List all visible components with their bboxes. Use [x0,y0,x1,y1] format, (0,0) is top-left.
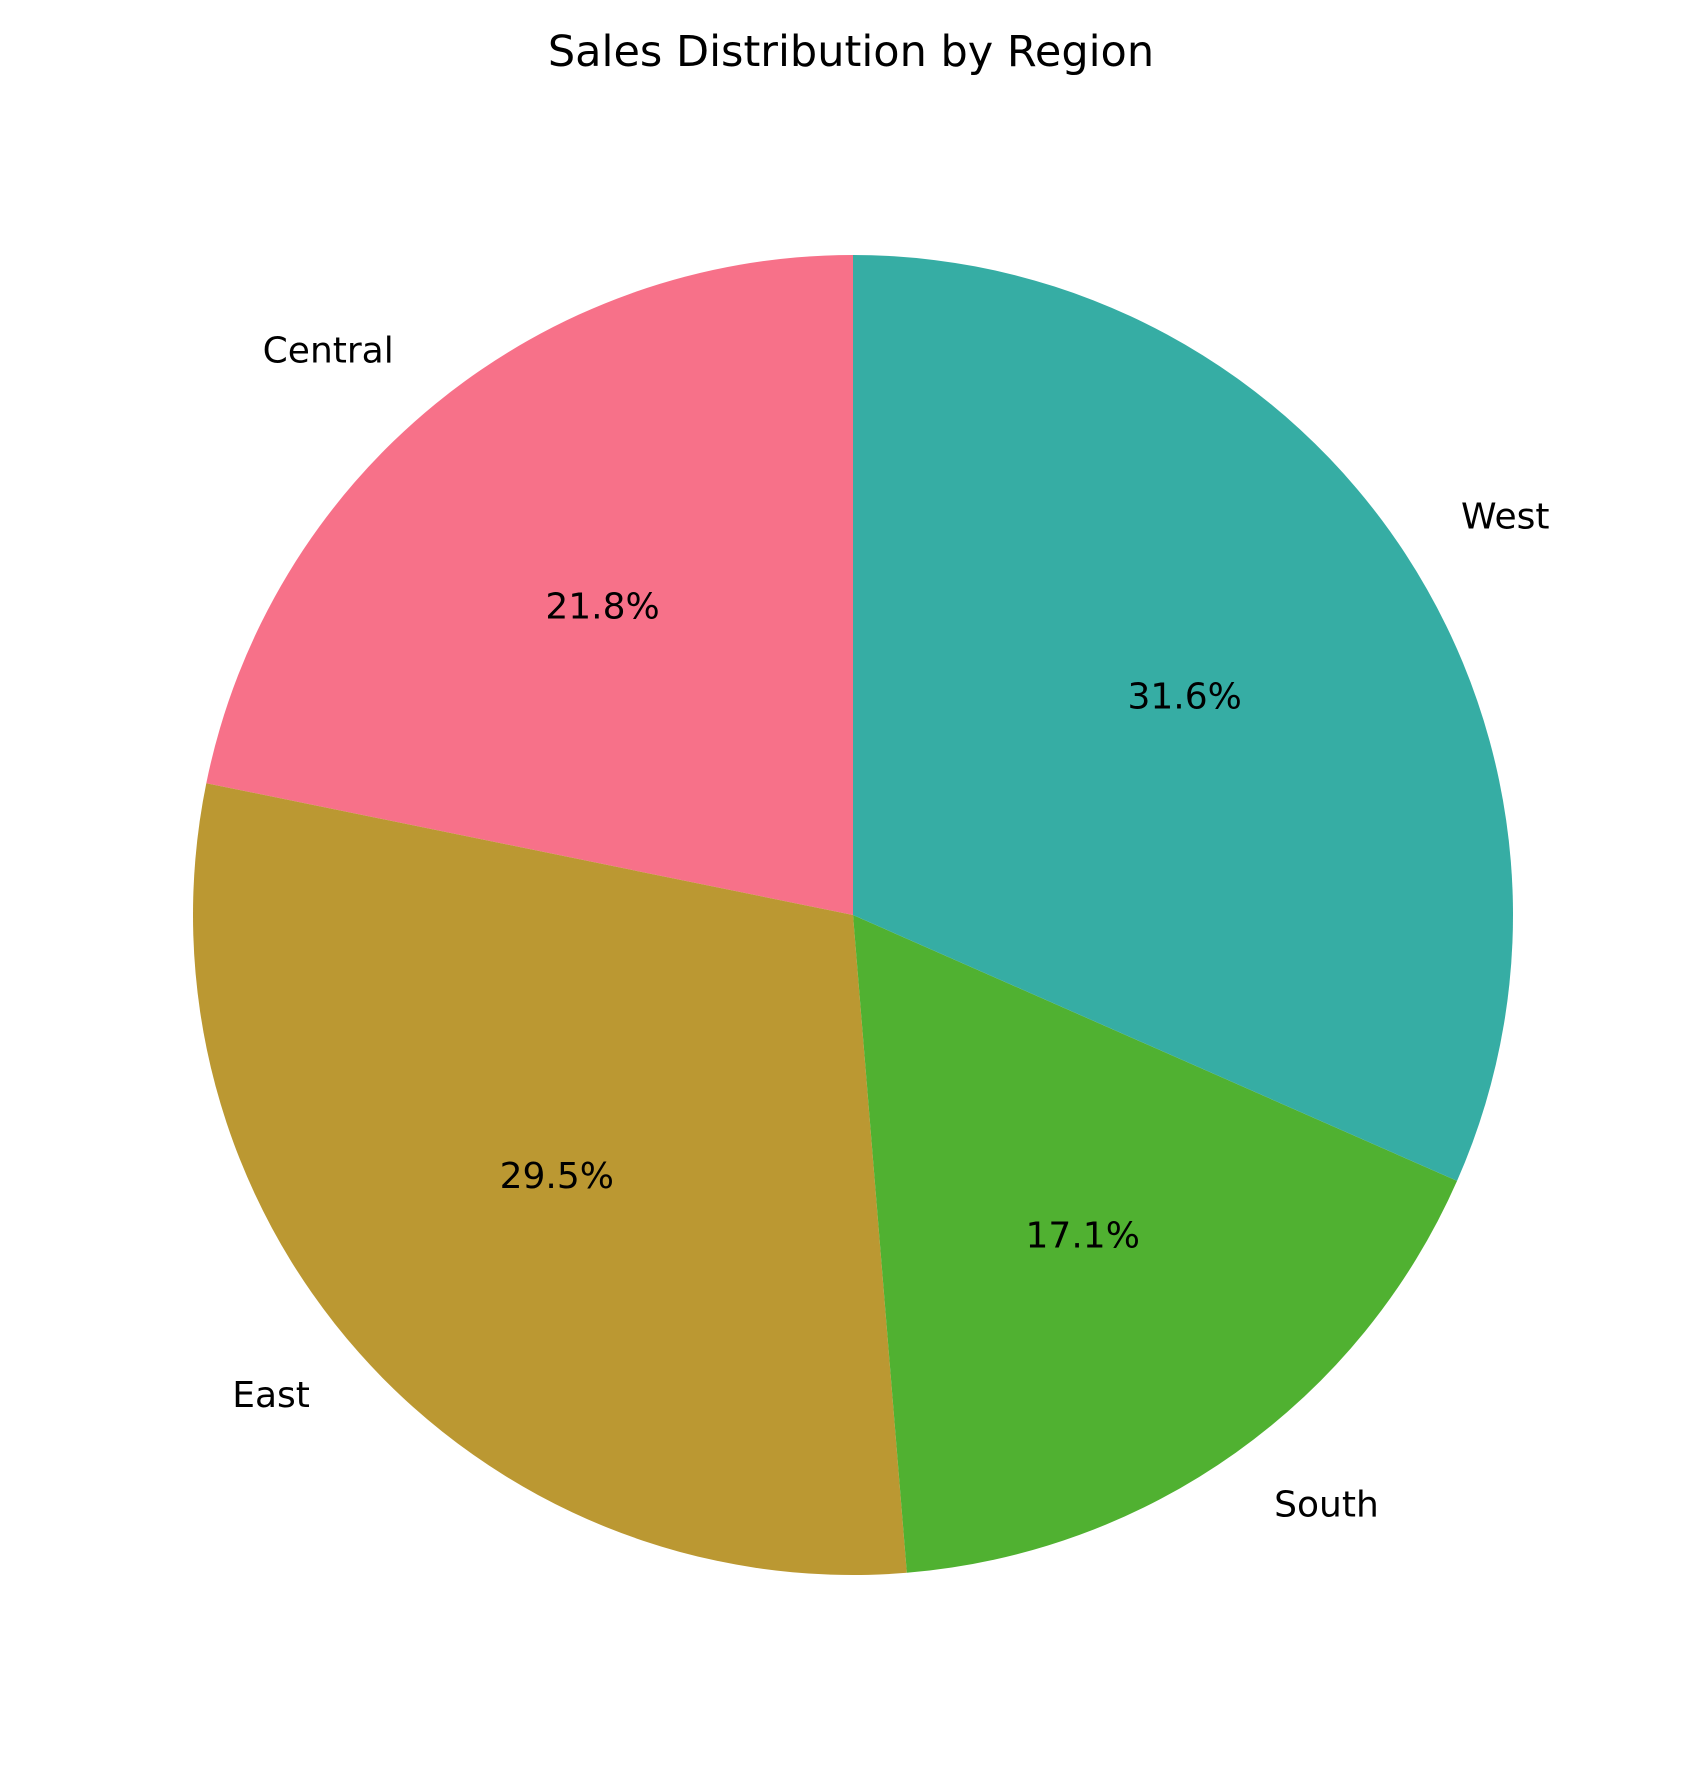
slice-label-central: Central [263,331,394,372]
slice-percent-west: 31.6% [1127,677,1241,718]
chart-title: Sales Distribution by Region [548,27,1154,77]
pie-slice-south [853,915,1458,1573]
slice-percent-east: 29.5% [500,1156,614,1197]
pie-slice-west [853,255,1513,1181]
slice-percent-central: 21.8% [545,586,659,627]
pie-slices [193,255,1513,1575]
pie-slice-central [206,255,854,915]
pie-slice-east [193,783,907,1575]
pie-labels: Central 21.8% East 29.5% South 17.1% West 31.6% [232,331,1549,1526]
slice-percent-south: 17.1% [1026,1216,1140,1257]
slice-label-south: South [1274,1484,1379,1525]
slice-label-east: East [232,1375,310,1416]
slice-label-west: West [1461,496,1550,537]
